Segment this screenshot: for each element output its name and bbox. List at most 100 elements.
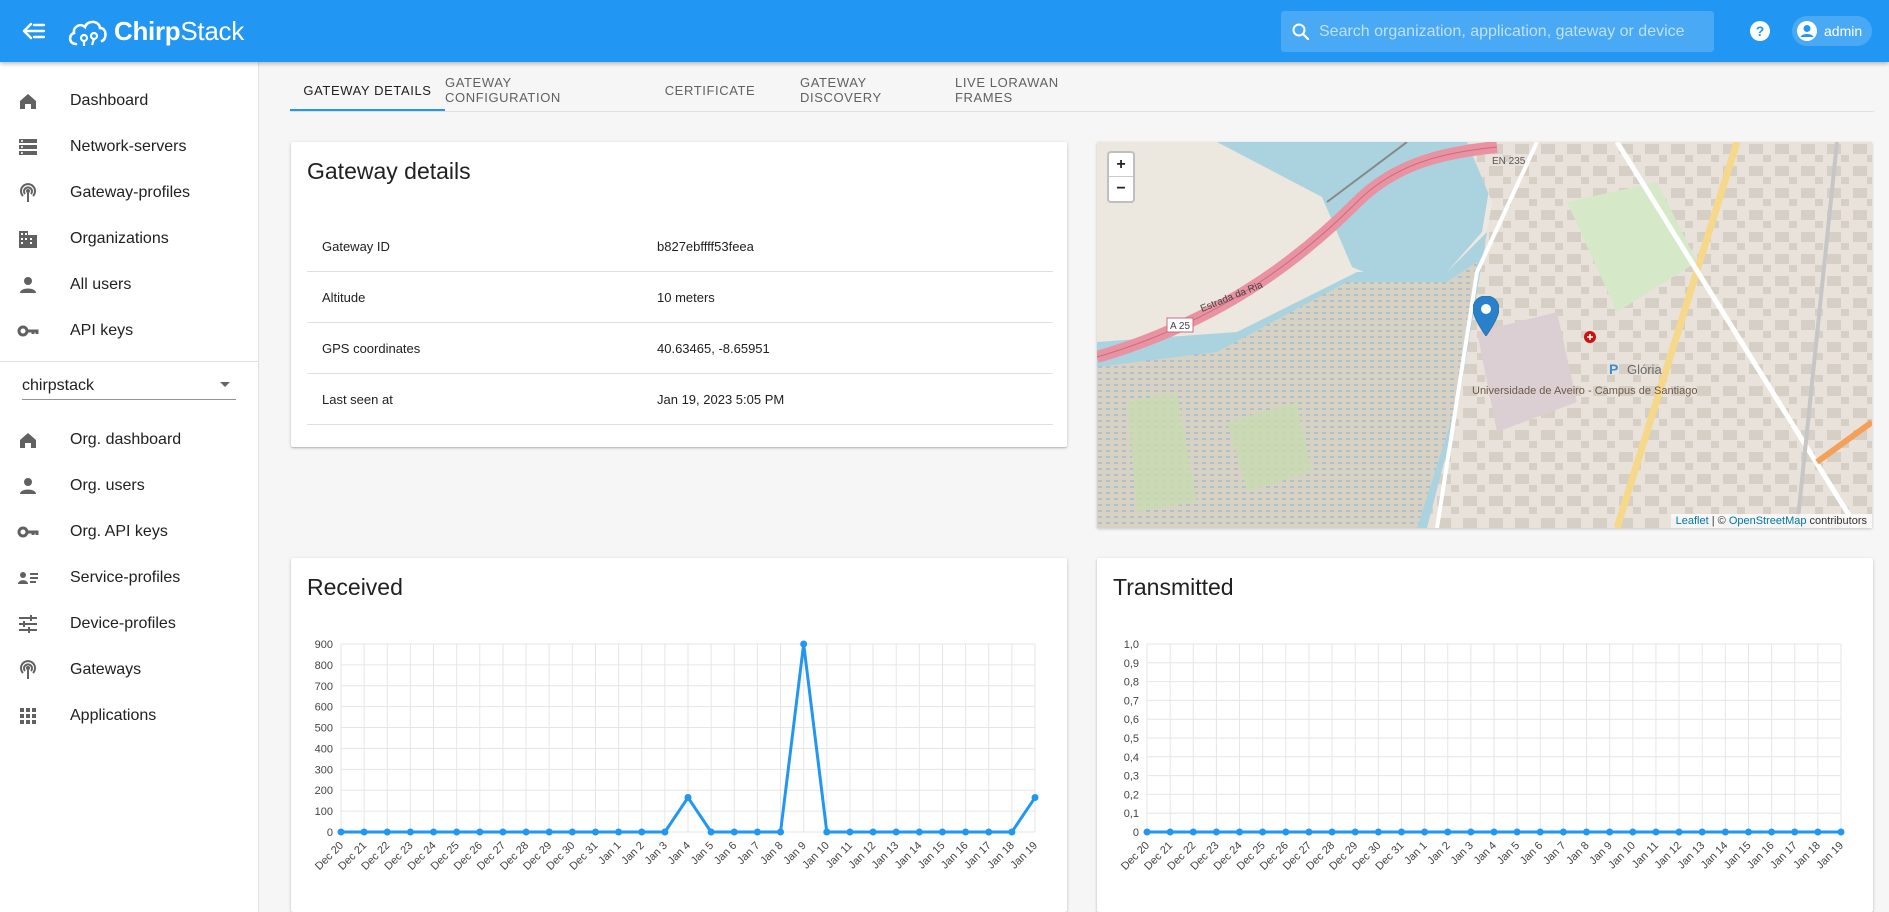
organization-select[interactable]: chirpstack	[22, 372, 236, 400]
sidebar-item-gateways[interactable]: Gateways	[0, 648, 258, 692]
data-point[interactable]	[1721, 828, 1729, 836]
gateway-marker-icon[interactable]	[1473, 296, 1499, 336]
sidebar-item-dashboard[interactable]: Dashboard	[0, 79, 258, 123]
data-point[interactable]	[661, 828, 669, 836]
collapse-drawer-button[interactable]	[20, 19, 48, 43]
data-point[interactable]	[1536, 828, 1544, 836]
data-point[interactable]	[846, 828, 854, 836]
data-point[interactable]	[777, 828, 785, 836]
sidebar-item-org-api-keys[interactable]: Org. API keys	[0, 510, 258, 554]
y-tick-label: 300	[315, 764, 333, 776]
data-point[interactable]	[1768, 828, 1776, 836]
data-point[interactable]	[638, 828, 646, 836]
data-point[interactable]	[1698, 828, 1706, 836]
data-point[interactable]	[1675, 828, 1683, 836]
data-point[interactable]	[892, 828, 900, 836]
data-point[interactable]	[1837, 828, 1845, 836]
openstreetmap-link[interactable]: OpenStreetMap	[1728, 515, 1807, 527]
data-point[interactable]	[1652, 828, 1660, 836]
data-point[interactable]	[753, 828, 761, 836]
user-menu-button[interactable]: admin	[1792, 16, 1873, 46]
data-point[interactable]	[1791, 828, 1799, 836]
x-tick-label: Jan 7	[735, 840, 763, 868]
data-point[interactable]	[1583, 828, 1591, 836]
data-point[interactable]	[800, 640, 808, 648]
search-box[interactable]	[1281, 11, 1714, 52]
data-point[interactable]	[1259, 828, 1267, 836]
data-point[interactable]	[1421, 828, 1429, 836]
x-tick-label: Jan 3	[642, 840, 670, 868]
data-point[interactable]	[545, 828, 553, 836]
sidebar-item-org-dashboard[interactable]: Org. dashboard	[0, 418, 258, 462]
data-point[interactable]	[1814, 828, 1822, 836]
sidebar-item-device-profiles[interactable]: Device-profiles	[0, 602, 258, 646]
data-point[interactable]	[1282, 828, 1290, 836]
data-point[interactable]	[1744, 828, 1752, 836]
sidebar-item-gateway-profiles[interactable]: Gateway-profiles	[0, 171, 258, 215]
zoom-in-button[interactable]: +	[1109, 153, 1133, 177]
data-point[interactable]	[1189, 828, 1197, 836]
data-point[interactable]	[823, 828, 831, 836]
data-point[interactable]	[1008, 828, 1016, 836]
data-point[interactable]	[430, 828, 438, 836]
data-point[interactable]	[615, 828, 623, 836]
sidebar-item-service-profiles[interactable]: Service-profiles	[0, 556, 258, 600]
sidebar-item-organizations[interactable]: Organizations	[0, 217, 258, 261]
data-point[interactable]	[1143, 828, 1151, 836]
sidebar-item-org-users[interactable]: Org. users	[0, 464, 258, 508]
data-point[interactable]	[985, 828, 993, 836]
sidebar-item-network-servers[interactable]: Network-servers	[0, 125, 258, 169]
data-point[interactable]	[337, 828, 345, 836]
data-point[interactable]	[869, 828, 877, 836]
chart-grid	[1146, 643, 1842, 833]
data-point[interactable]	[962, 828, 970, 836]
data-point[interactable]	[360, 828, 368, 836]
data-point[interactable]	[938, 828, 946, 836]
search-input[interactable]	[1319, 22, 1699, 41]
home-icon	[20, 433, 36, 448]
data-point[interactable]	[568, 828, 576, 836]
data-point[interactable]	[1328, 828, 1336, 836]
tab-certificate[interactable]: CERTIFICATE	[664, 82, 756, 98]
data-point[interactable]	[383, 828, 391, 836]
data-point[interactable]	[1374, 828, 1382, 836]
data-point[interactable]	[1397, 828, 1405, 836]
tab-gateway-configuration[interactable]: GATEWAY CONFIGURATION	[445, 75, 561, 105]
data-point[interactable]	[591, 828, 599, 836]
data-point[interactable]	[1490, 828, 1498, 836]
y-tick-label: 0,3	[1124, 771, 1139, 783]
help-button[interactable]: ?	[1748, 19, 1772, 43]
leaflet-link[interactable]: Leaflet	[1675, 515, 1709, 527]
zoom-out-button[interactable]: −	[1116, 180, 1126, 197]
sidebar-item-api-keys[interactable]: API keys	[0, 309, 258, 353]
arrow-back-menu-icon	[22, 22, 46, 40]
tab-gateway-details[interactable]: GATEWAY DETAILS	[303, 82, 432, 98]
data-point[interactable]	[1559, 828, 1567, 836]
chirpstack-logo[interactable]: ChirpStack	[66, 12, 244, 50]
data-point[interactable]	[684, 794, 692, 802]
tab-gateway-discovery[interactable]: GATEWAY DISCOVERY	[800, 75, 882, 105]
data-point[interactable]	[1513, 828, 1521, 836]
sidebar-item-all-users[interactable]: All users	[0, 263, 258, 307]
data-point[interactable]	[1236, 828, 1244, 836]
sidebar-item-applications[interactable]: Applications	[0, 694, 258, 738]
data-point[interactable]	[707, 828, 715, 836]
data-point[interactable]	[1606, 828, 1614, 836]
data-point[interactable]	[1031, 794, 1039, 802]
data-point[interactable]	[406, 828, 414, 836]
data-point[interactable]	[915, 828, 923, 836]
data-point[interactable]	[1467, 828, 1475, 836]
data-point[interactable]	[476, 828, 484, 836]
data-point[interactable]	[1629, 828, 1637, 836]
data-point[interactable]	[522, 828, 530, 836]
data-point[interactable]	[453, 828, 461, 836]
data-point[interactable]	[1444, 828, 1452, 836]
data-point[interactable]	[730, 828, 738, 836]
data-point[interactable]	[1351, 828, 1359, 836]
gateway-location-map[interactable]: EN 235 Estrada da Ria A 25 Universidade …	[1097, 142, 1872, 528]
data-point[interactable]	[1305, 828, 1313, 836]
tab-live-lorawan-frames[interactable]: LIVE LORAWAN FRAMES	[955, 75, 1059, 105]
data-point[interactable]	[499, 828, 507, 836]
data-point[interactable]	[1166, 828, 1174, 836]
data-point[interactable]	[1212, 828, 1220, 836]
